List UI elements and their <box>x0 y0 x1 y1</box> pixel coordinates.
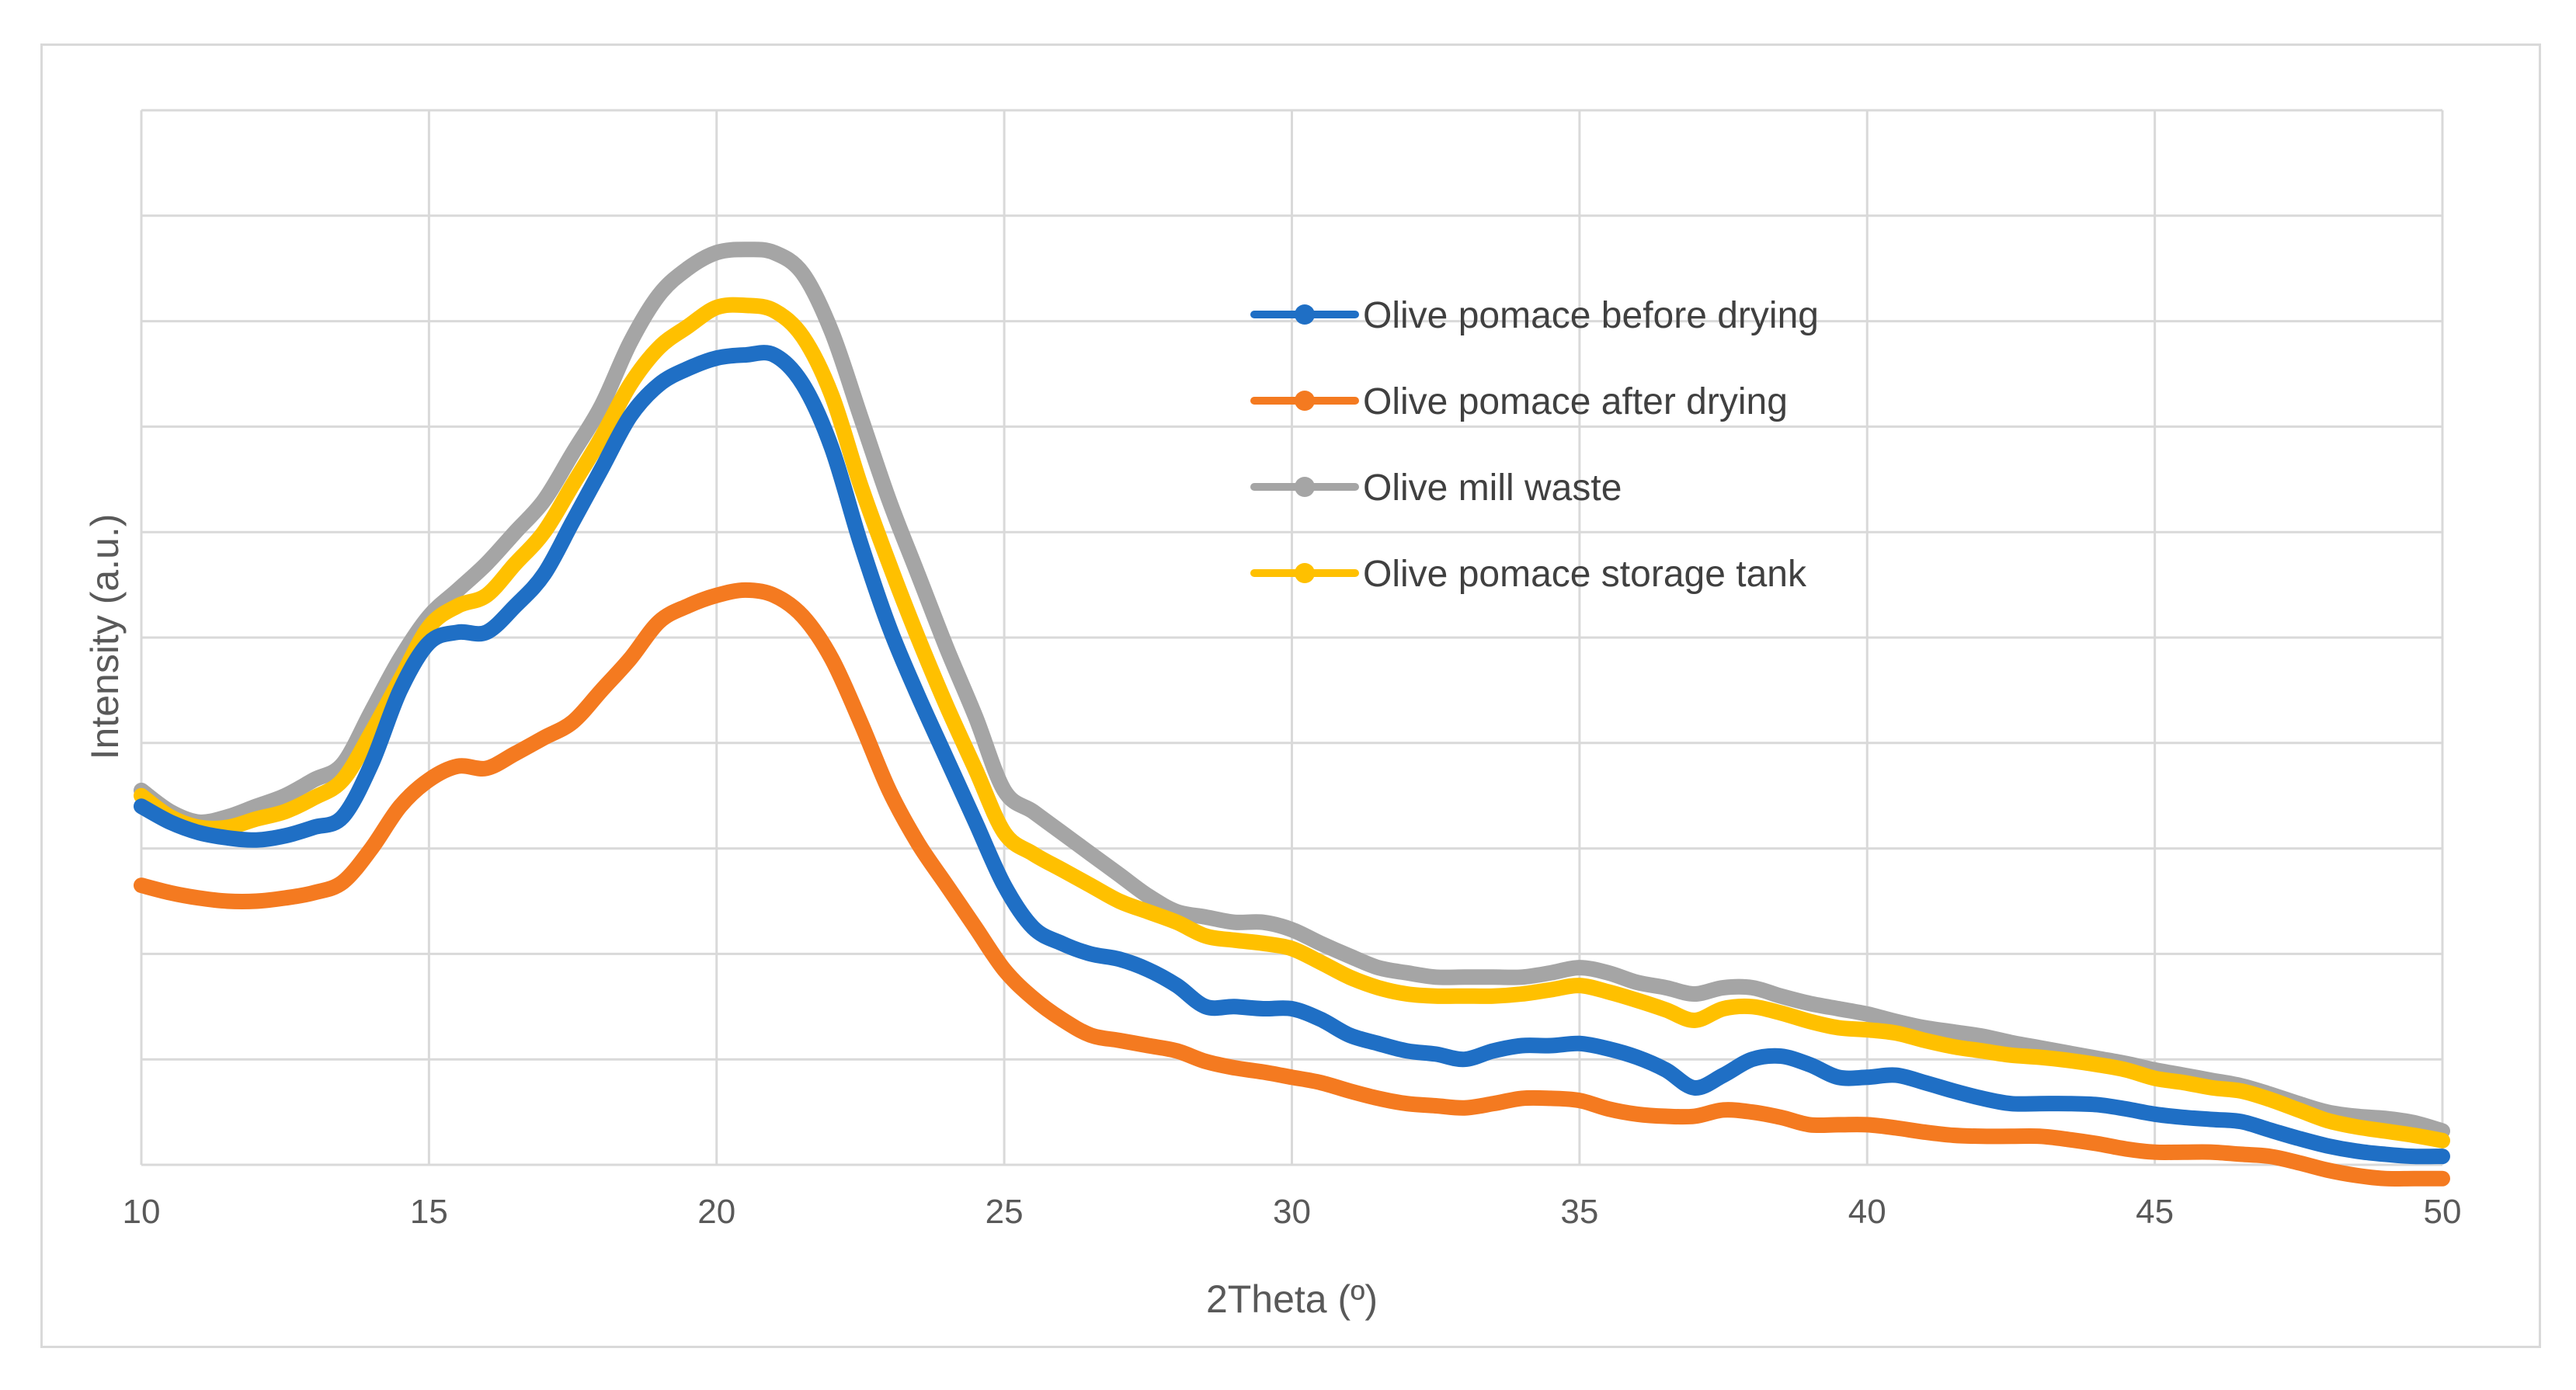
legend-label: Olive pomace before drying <box>1363 295 1819 336</box>
y-axis-title: Intensity (a.u.) <box>83 514 127 760</box>
series-line-olive-pomace-storage-tank <box>134 297 2450 1148</box>
legend-item: Olive pomace storage tank <box>1250 554 1807 595</box>
x-axis-title: 2Theta (º) <box>1206 1277 1378 1321</box>
legend-item: Olive mill waste <box>1250 467 1622 509</box>
legend-item: Olive pomace before drying <box>1250 295 1819 336</box>
x-tick-label: 25 <box>986 1193 1024 1231</box>
x-tick-label: 50 <box>2424 1193 2462 1231</box>
series-layer <box>134 242 2450 1187</box>
legend-label: Olive mill waste <box>1363 467 1622 509</box>
legend: Olive pomace before drying Olive pomace a… <box>1250 295 1819 595</box>
x-tick-label: 30 <box>1273 1193 1311 1231</box>
legend-label: Olive pomace after drying <box>1363 381 1788 422</box>
x-tick-label: 10 <box>123 1193 161 1231</box>
series-line-olive-pomace-after-drying <box>134 582 2450 1187</box>
x-tick-label: 40 <box>1848 1193 1886 1231</box>
x-tick-label: 20 <box>697 1193 735 1231</box>
legend-label: Olive pomace storage tank <box>1363 554 1807 595</box>
series-line-olive-mill-waste <box>134 242 2450 1139</box>
x-tick-label: 15 <box>410 1193 448 1231</box>
x-axis-ticks: 10 15 20 25 30 35 40 45 50 <box>123 1193 2462 1231</box>
legend-swatch-marker <box>1295 304 1315 325</box>
grid <box>140 109 2444 1166</box>
legend-swatch-marker <box>1295 563 1315 583</box>
x-tick-label: 35 <box>1560 1193 1598 1231</box>
legend-swatch-marker <box>1295 391 1315 411</box>
legend-swatch-marker <box>1295 477 1315 497</box>
x-tick-label: 45 <box>2136 1193 2174 1231</box>
series-line-olive-pomace-before-drying <box>134 345 2450 1165</box>
legend-item: Olive pomace after drying <box>1250 381 1788 422</box>
